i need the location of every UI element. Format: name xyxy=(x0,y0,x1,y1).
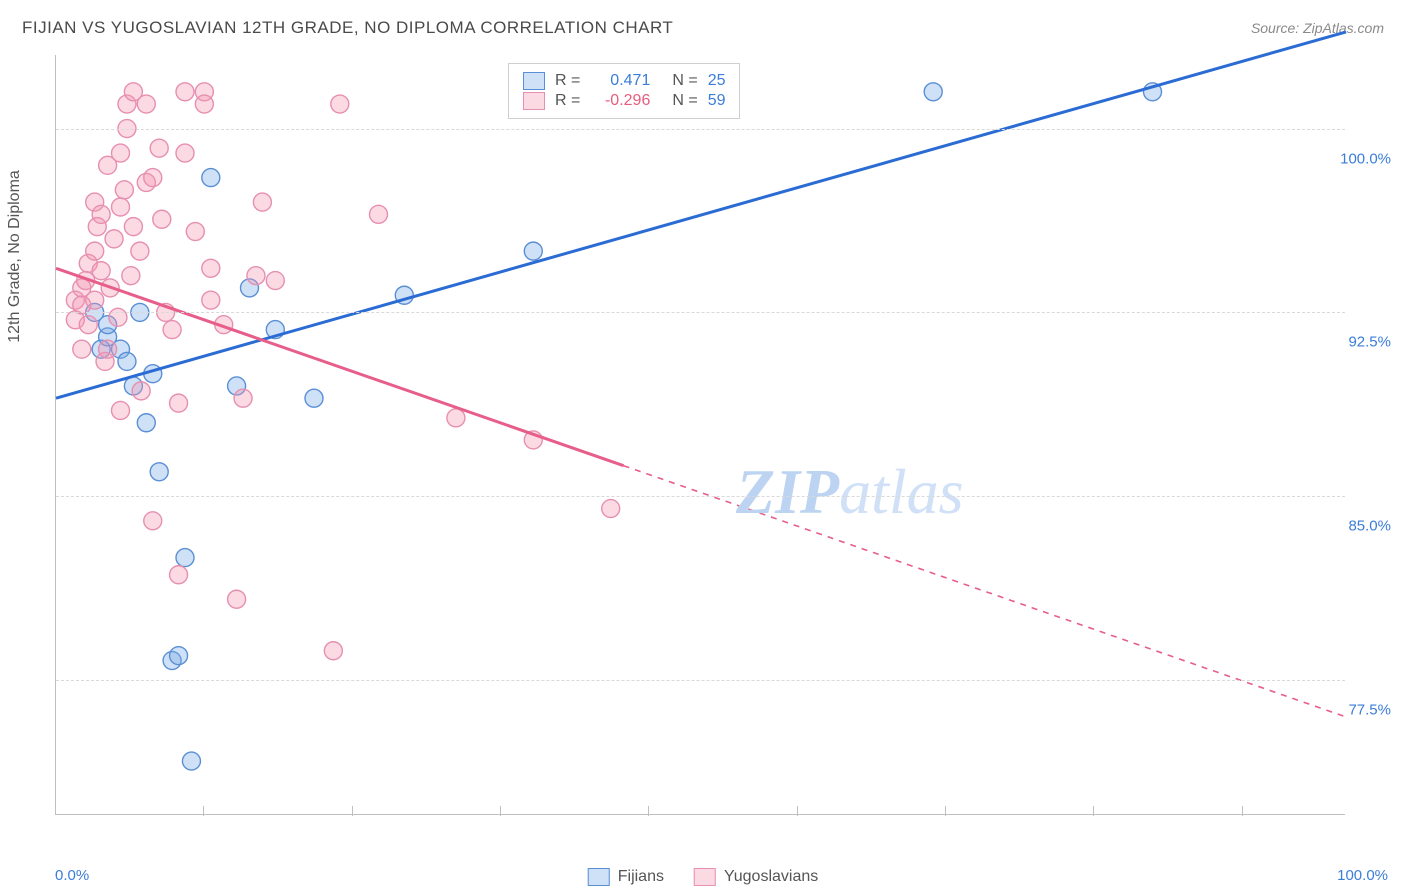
legend-r-label: R = xyxy=(555,92,580,110)
yugoslavians-point xyxy=(79,316,97,334)
yugoslavians-point xyxy=(99,340,117,358)
yugoslavians-point xyxy=(234,389,252,407)
fijians-point xyxy=(924,83,942,101)
yugoslavians-point xyxy=(195,95,213,113)
x-tick-mark xyxy=(500,806,501,816)
yugoslavians-point xyxy=(92,205,110,223)
yugoslavians-point xyxy=(602,500,620,518)
y-axis-label: 12th Grade, No Diploma xyxy=(6,170,24,343)
fijians-point xyxy=(150,463,168,481)
legend-row-fijians: R = 0.471 N = 25 xyxy=(523,72,725,90)
series-legend-item-yugoslavians: Yugoslavians xyxy=(694,868,818,886)
legend-swatch xyxy=(523,72,545,90)
yugoslavians-point xyxy=(331,95,349,113)
y-tick-label: 85.0% xyxy=(1348,518,1391,535)
legend-n-value: 25 xyxy=(708,72,726,90)
yugoslavians-point xyxy=(112,198,130,216)
yugoslavians-point xyxy=(109,308,127,326)
yugoslavians-point xyxy=(324,642,342,660)
fijians-point xyxy=(176,549,194,567)
gridline xyxy=(56,496,1345,497)
series-legend: Fijians Yugoslavians xyxy=(588,868,819,886)
legend-row-yugoslavians: R = -0.296 N = 59 xyxy=(523,92,725,110)
x-tick-mark xyxy=(203,806,204,816)
yugoslavians-point xyxy=(170,394,188,412)
x-tick-mark xyxy=(1093,806,1094,816)
yugoslavians-point xyxy=(170,566,188,584)
yugoslavians-point xyxy=(105,230,123,248)
yugoslavians-point xyxy=(150,139,168,157)
yugoslavians-point xyxy=(253,193,271,211)
y-tick-label: 92.5% xyxy=(1348,334,1391,351)
gridline xyxy=(56,312,1345,313)
yugoslavians-point xyxy=(144,512,162,530)
yugoslavians-point xyxy=(86,291,104,309)
yugoslavians-point xyxy=(144,169,162,187)
series-legend-label: Fijians xyxy=(618,868,664,886)
legend-r-label: R = xyxy=(555,72,580,90)
yugoslavians-point xyxy=(86,242,104,260)
yugoslavians-point xyxy=(124,218,142,236)
yugoslavians-point xyxy=(137,95,155,113)
x-tick-mark xyxy=(1242,806,1243,816)
fijians-point xyxy=(305,389,323,407)
yugoslavians-point xyxy=(447,409,465,427)
yugoslavians-point xyxy=(132,382,150,400)
source-attribution: Source: ZipAtlas.com xyxy=(1251,20,1384,36)
x-tick-mark xyxy=(797,806,798,816)
fijians-point xyxy=(202,169,220,187)
yugoslavians-point xyxy=(131,242,149,260)
yugoslavians-point xyxy=(115,181,133,199)
gridline xyxy=(56,129,1345,130)
series-legend-item-fijians: Fijians xyxy=(588,868,664,886)
yugoslavians-point xyxy=(370,205,388,223)
chart-title: FIJIAN VS YUGOSLAVIAN 12TH GRADE, NO DIP… xyxy=(22,18,673,38)
yugoslavians-point xyxy=(176,144,194,162)
yugoslavians-point xyxy=(228,590,246,608)
yugoslavians-point xyxy=(186,223,204,241)
fijians-point xyxy=(524,242,542,260)
legend-n-value: 59 xyxy=(708,92,726,110)
legend-r-value: -0.296 xyxy=(590,92,650,110)
yugoslavians-point xyxy=(202,259,220,277)
x-tick-mark xyxy=(648,806,649,816)
yugoslavians-point xyxy=(92,262,110,280)
y-tick-label: 100.0% xyxy=(1340,150,1391,167)
fijians-point xyxy=(170,647,188,665)
x-tick-label: 0.0% xyxy=(55,867,89,884)
legend-n-label: N = xyxy=(672,72,697,90)
yugoslavians-point xyxy=(112,401,130,419)
scatter-svg xyxy=(56,55,1345,814)
fijians-point xyxy=(118,352,136,370)
legend-n-label: N = xyxy=(672,92,697,110)
yugoslavians-point xyxy=(73,340,91,358)
yugoslavians-point xyxy=(247,267,265,285)
legend-swatch xyxy=(694,868,716,886)
legend-swatch xyxy=(523,92,545,110)
yugoslavians-point xyxy=(122,267,140,285)
x-tick-mark xyxy=(945,806,946,816)
yugoslavians-point xyxy=(176,83,194,101)
x-tick-mark xyxy=(352,806,353,816)
yugoslavians-trend-line xyxy=(56,268,624,465)
series-legend-label: Yugoslavians xyxy=(724,868,818,886)
legend-swatch xyxy=(588,868,610,886)
x-tick-label: 100.0% xyxy=(1337,867,1388,884)
fijians-point xyxy=(182,752,200,770)
yugoslavians-point xyxy=(202,291,220,309)
yugoslavians-point xyxy=(266,272,284,290)
gridline xyxy=(56,680,1345,681)
yugoslavians-point xyxy=(112,144,130,162)
correlation-legend: R = 0.471 N = 25 R = -0.296 N = 59 xyxy=(508,63,740,119)
yugoslavians-point xyxy=(163,321,181,339)
plot-area: ZIPatlas R =0.471N =25R =-0.296N =59 xyxy=(55,55,1345,815)
yugoslavians-point xyxy=(153,210,171,228)
fijians-point xyxy=(137,414,155,432)
legend-r-value: 0.471 xyxy=(590,72,650,90)
y-tick-label: 77.5% xyxy=(1348,702,1391,719)
